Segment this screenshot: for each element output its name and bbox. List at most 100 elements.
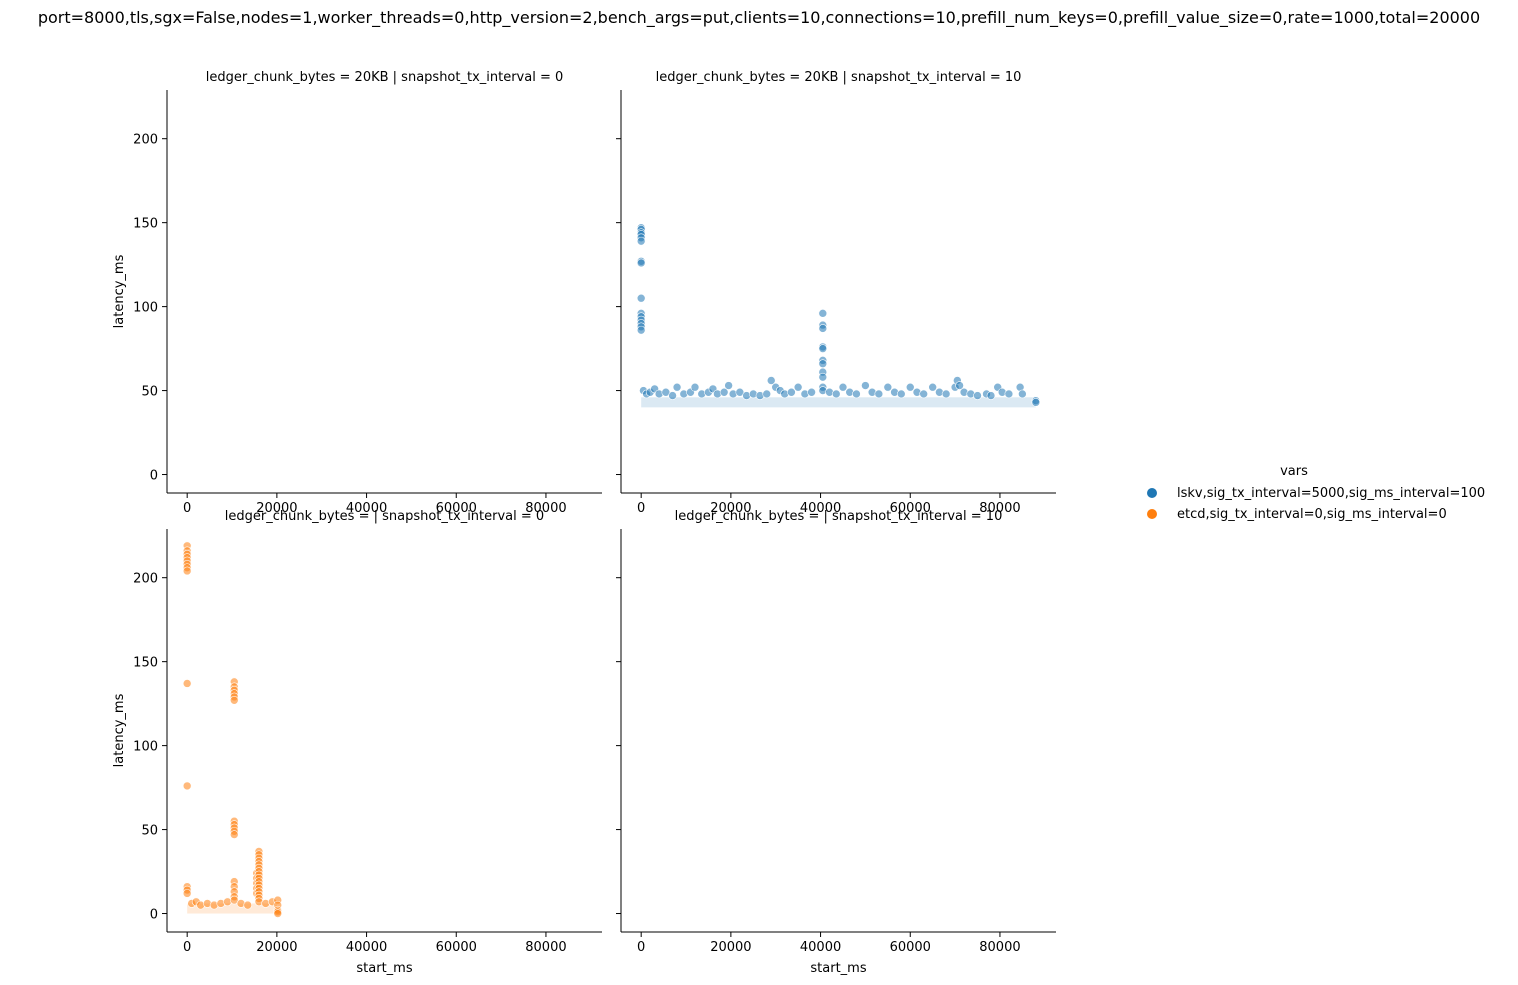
data-point xyxy=(636,325,646,335)
x-axis-label: start_ms xyxy=(356,961,412,976)
x-tick-label: 0 xyxy=(637,940,645,955)
facet-grid: 0 20000 40000 60000 80000050100150200ledger_… xyxy=(112,70,1056,976)
data-point xyxy=(229,830,239,839)
x-tick-label: 60000 xyxy=(890,501,931,516)
y-tick-label: 200 xyxy=(133,572,158,587)
data-point xyxy=(636,236,646,246)
data-point xyxy=(838,382,848,392)
y-tick-label: 150 xyxy=(133,656,158,671)
y-tick-label: 50 xyxy=(141,824,158,839)
x-tick-label: 80000 xyxy=(525,940,566,955)
data-point xyxy=(818,359,828,369)
x-tick-label: 40000 xyxy=(800,940,841,955)
data-point xyxy=(955,381,964,390)
facet-panel: 0 20000 40000 60000 80000 ledger_chunk_bytes … xyxy=(616,509,1056,976)
y-tick-label: 0 xyxy=(150,908,158,923)
figure-title: port=8000,tls,sgx=False,nodes=1,worker_t… xyxy=(38,8,1480,28)
data-point xyxy=(818,344,828,353)
x-tick-label: 0 xyxy=(637,501,645,516)
data-point xyxy=(919,389,929,399)
data-point xyxy=(1018,389,1027,399)
data-point xyxy=(793,382,803,392)
data-point xyxy=(672,382,682,392)
x-tick-label: 60000 xyxy=(436,940,477,955)
data-point xyxy=(874,389,884,399)
data-point xyxy=(896,389,906,399)
y-tick-label: 0 xyxy=(150,469,158,484)
data-point xyxy=(818,372,828,382)
facet-panel: 0 20000 40000 60000 80000 0 50 100 150 200 ledger_… xyxy=(112,509,602,976)
y-tick-label: 50 xyxy=(141,385,158,400)
data-point xyxy=(636,293,646,303)
x-tick-label: 80000 xyxy=(979,501,1020,516)
data-point xyxy=(766,376,776,385)
x-tick-label: 40000 xyxy=(346,501,387,516)
data-point xyxy=(182,679,192,688)
data-point xyxy=(182,566,192,576)
data-point xyxy=(273,909,283,918)
y-tick-label: 100 xyxy=(133,740,158,755)
data-point xyxy=(668,391,677,400)
data-point xyxy=(762,389,772,399)
legend-label: etcd,sig_tx_interval=0,sig_ms_interval=0 xyxy=(1177,507,1447,522)
data-point xyxy=(636,258,646,268)
legend: vars lskv,sig_tx_interval=5000,sig_ms_int… xyxy=(1147,464,1485,522)
data-point xyxy=(807,387,816,397)
legend-marker xyxy=(1147,509,1157,519)
data-point xyxy=(928,382,937,392)
data-point xyxy=(818,324,828,333)
x-tick-label: 40000 xyxy=(800,501,841,516)
data-point xyxy=(831,389,841,399)
facet-title: ledger_chunk_bytes = 20KB | snapshot_tx_… xyxy=(656,70,1022,85)
legend-label: lskv,sig_tx_interval=5000,sig_ms_interva… xyxy=(1177,486,1485,501)
data-point xyxy=(182,781,192,791)
x-tick-label: 80000 xyxy=(525,501,566,516)
legend-marker xyxy=(1147,488,1157,498)
data-point xyxy=(243,900,253,910)
x-tick-label: 0 xyxy=(183,501,191,516)
data-point xyxy=(182,889,192,898)
y-axis-label: latency_ms xyxy=(112,254,127,328)
data-point xyxy=(229,895,239,905)
y-tick-label: 200 xyxy=(133,133,158,148)
facet-panel: 0 20000 40000 60000 80000 ledger_chunk_bytes … xyxy=(616,70,1056,516)
legend-entry: lskv,sig_tx_interval=5000,sig_ms_interva… xyxy=(1147,486,1485,501)
y-axis-label: latency_ms xyxy=(112,693,127,767)
data-point xyxy=(1004,389,1014,399)
data-point xyxy=(852,389,861,399)
y-tick-label: 150 xyxy=(133,217,158,232)
data-point xyxy=(724,381,733,390)
data-point xyxy=(719,387,729,397)
x-tick-label: 0 xyxy=(183,940,191,955)
data-point xyxy=(986,391,996,400)
data-point xyxy=(229,695,239,705)
dense-points-band xyxy=(187,903,277,914)
data-point xyxy=(883,382,893,392)
data-point xyxy=(905,382,915,392)
x-tick-label: 80000 xyxy=(979,940,1020,955)
data-point xyxy=(861,381,870,390)
legend-title: vars xyxy=(1280,464,1308,479)
facet-panel: 0 20000 40000 60000 80000 0 50 100 150 200 ledger_… xyxy=(112,70,602,516)
data-point xyxy=(973,391,982,400)
facet-title: ledger_chunk_bytes = | snapshot_tx_inter… xyxy=(225,509,544,524)
legend-entry: etcd,sig_tx_interval=0,sig_ms_interval=0 xyxy=(1147,507,1447,522)
scatter-series xyxy=(182,541,283,918)
scatter-series xyxy=(636,223,1041,408)
data-point xyxy=(941,389,951,399)
x-tick-label: 60000 xyxy=(890,940,931,955)
data-point xyxy=(818,309,828,318)
facet-title: ledger_chunk_bytes = | snapshot_tx_inter… xyxy=(675,509,1003,524)
x-axis-label: start_ms xyxy=(810,961,866,976)
x-tick-label: 20000 xyxy=(710,940,751,955)
y-tick-label: 100 xyxy=(133,301,158,316)
x-tick-label: 60000 xyxy=(436,501,477,516)
data-point xyxy=(661,387,671,397)
data-point xyxy=(735,387,745,397)
data-point xyxy=(690,382,700,392)
x-tick-label: 20000 xyxy=(710,501,751,516)
x-tick-label: 40000 xyxy=(346,940,387,955)
data-point xyxy=(787,387,796,397)
data-point xyxy=(1031,398,1041,407)
